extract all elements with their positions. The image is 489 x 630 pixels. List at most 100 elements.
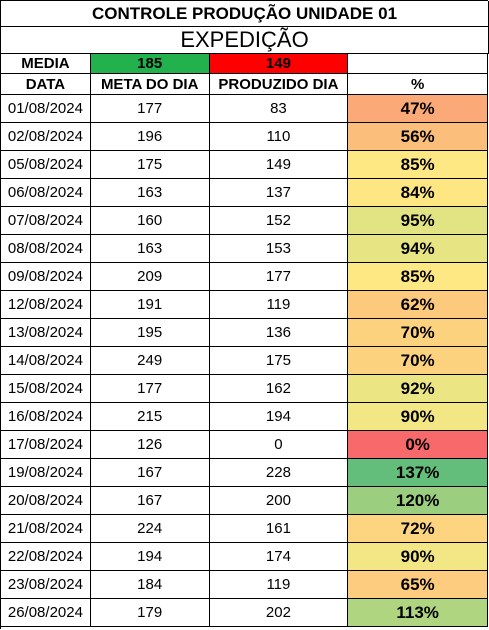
pct-cell: 95% (348, 207, 488, 235)
pct-cell: 84% (348, 179, 488, 207)
table-row: 23/08/2024 184 119 65% (1, 571, 488, 599)
produzido-cell: 200 (209, 487, 349, 515)
date-cell: 06/08/2024 (1, 179, 91, 207)
date-cell: 15/08/2024 (1, 375, 91, 403)
table-row: 15/08/2024 177 162 92% (1, 375, 488, 403)
meta-cell: 195 (90, 319, 210, 347)
date-cell: 07/08/2024 (1, 207, 91, 235)
pct-cell: 113% (348, 599, 488, 627)
produzido-cell: 119 (209, 571, 349, 599)
meta-cell: 249 (90, 347, 210, 375)
produzido-cell: 194 (209, 403, 349, 431)
media-empty-cell (348, 54, 488, 74)
produzido-cell: 137 (209, 179, 349, 207)
date-cell: 26/08/2024 (1, 599, 91, 627)
meta-cell: 175 (90, 151, 210, 179)
pct-cell: 120% (348, 487, 488, 515)
meta-cell: 184 (90, 571, 210, 599)
table-row: 12/08/2024 191 119 62% (1, 291, 488, 319)
pct-cell: 56% (348, 123, 488, 151)
produzido-cell: 175 (209, 347, 349, 375)
table-row: 26/08/2024 179 202 113% (1, 599, 488, 627)
meta-cell: 196 (90, 123, 210, 151)
table-body: 01/08/2024 177 83 47% 02/08/2024 196 110 56% 05/… (1, 95, 488, 627)
table-row: 01/08/2024 177 83 47% (1, 95, 488, 123)
pct-cell: 90% (348, 403, 488, 431)
produzido-cell: 0 (209, 431, 349, 459)
meta-cell: 177 (90, 95, 210, 123)
produzido-cell: 119 (209, 291, 349, 319)
media-produzido-value: 149 (209, 54, 349, 74)
produzido-cell: 110 (209, 123, 349, 151)
produzido-cell: 228 (209, 459, 349, 487)
produzido-cell: 202 (209, 599, 349, 627)
date-cell: 13/08/2024 (1, 319, 91, 347)
date-cell: 01/08/2024 (1, 95, 91, 123)
produzido-cell: 162 (209, 375, 349, 403)
table-row: 17/08/2024 126 0 0% (1, 431, 488, 459)
meta-cell: 209 (90, 263, 210, 291)
table-row: 06/08/2024 163 137 84% (1, 179, 488, 207)
media-label: MEDIA (1, 54, 91, 74)
meta-cell: 126 (90, 431, 210, 459)
pct-cell: 85% (348, 263, 488, 291)
table-row: 14/08/2024 249 175 70% (1, 347, 488, 375)
sheet-subtitle: EXPEDIÇÃO (1, 27, 489, 54)
date-cell: 16/08/2024 (1, 403, 91, 431)
produzido-cell: 174 (209, 543, 349, 571)
table-row: 09/08/2024 209 177 85% (1, 263, 488, 291)
table-row: 08/08/2024 163 153 94% (1, 235, 488, 263)
pct-cell: 70% (348, 347, 488, 375)
table-row: 22/08/2024 194 174 90% (1, 543, 488, 571)
pct-cell: 65% (348, 571, 488, 599)
meta-cell: 163 (90, 179, 210, 207)
meta-cell: 194 (90, 543, 210, 571)
table-row: 19/08/2024 167 228 137% (1, 459, 488, 487)
meta-cell: 163 (90, 235, 210, 263)
meta-cell: 179 (90, 599, 210, 627)
pct-cell: 62% (348, 291, 488, 319)
pct-cell: 90% (348, 543, 488, 571)
pct-cell: 94% (348, 235, 488, 263)
table-row: 21/08/2024 224 161 72% (1, 515, 488, 543)
sheet-title: CONTROLE PRODUÇÃO UNIDADE 01 (1, 1, 489, 27)
pct-cell: 47% (348, 95, 488, 123)
date-cell: 14/08/2024 (1, 347, 91, 375)
date-cell: 17/08/2024 (1, 431, 91, 459)
table-row: 20/08/2024 167 200 120% (1, 487, 488, 515)
table-row: 16/08/2024 215 194 90% (1, 403, 488, 431)
produzido-cell: 152 (209, 207, 349, 235)
date-cell: 02/08/2024 (1, 123, 91, 151)
pct-cell: 70% (348, 319, 488, 347)
table-row: 07/08/2024 160 152 95% (1, 207, 488, 235)
date-cell: 22/08/2024 (1, 543, 91, 571)
produzido-cell: 153 (209, 235, 349, 263)
date-cell: 05/08/2024 (1, 151, 91, 179)
pct-cell: 72% (348, 515, 488, 543)
produzido-cell: 136 (209, 319, 349, 347)
meta-cell: 160 (90, 207, 210, 235)
date-cell: 21/08/2024 (1, 515, 91, 543)
header-pct: % (348, 74, 488, 95)
meta-cell: 215 (90, 403, 210, 431)
meta-cell: 167 (90, 487, 210, 515)
date-cell: 19/08/2024 (1, 459, 91, 487)
header-row: DATA META DO DIA PRODUZIDO DIA % (1, 74, 488, 95)
meta-cell: 191 (90, 291, 210, 319)
produzido-cell: 161 (209, 515, 349, 543)
meta-cell: 167 (90, 459, 210, 487)
produzido-cell: 177 (209, 263, 349, 291)
media-meta-value: 185 (90, 54, 210, 74)
produzido-cell: 83 (209, 95, 349, 123)
table-row: 13/08/2024 195 136 70% (1, 319, 488, 347)
media-row: MEDIA 185 149 (1, 54, 488, 74)
date-cell: 20/08/2024 (1, 487, 91, 515)
header-meta: META DO DIA (90, 74, 210, 95)
table-row: 02/08/2024 196 110 56% (1, 123, 488, 151)
date-cell: 09/08/2024 (1, 263, 91, 291)
pct-cell: 137% (348, 459, 488, 487)
table-row: 05/08/2024 175 149 85% (1, 151, 488, 179)
pct-cell: 0% (348, 431, 488, 459)
date-cell: 12/08/2024 (1, 291, 91, 319)
